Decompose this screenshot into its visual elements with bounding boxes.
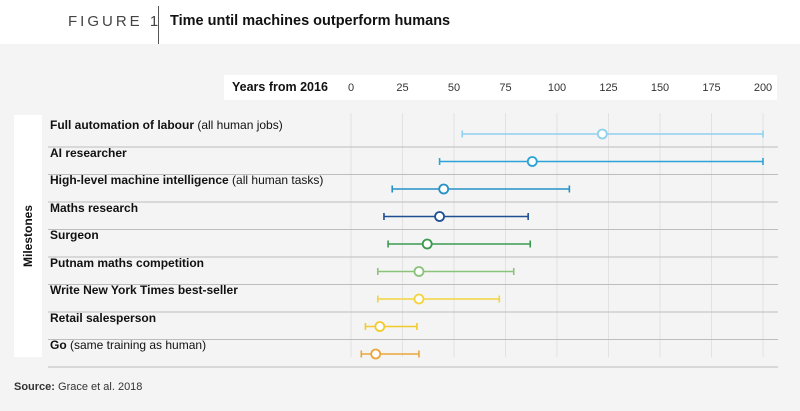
milestone-name: Maths research: [50, 200, 139, 215]
median-marker: [434, 211, 445, 222]
milestone-note: (all human jobs): [194, 118, 283, 132]
x-axis-caption: Years from 2016: [232, 80, 328, 94]
x-tick-label: 50: [447, 82, 461, 94]
median-marker: [438, 183, 450, 195]
x-tick-label: 25: [396, 82, 409, 94]
x-tick-label: 0: [347, 82, 355, 94]
source-text: Grace et al. 2018: [58, 381, 143, 393]
median-marker: [421, 238, 433, 250]
milestone-note: (all human tasks): [228, 173, 324, 187]
milestone-name: Write New York Times best-seller: [50, 283, 238, 297]
source-note: Source: Grace et al. 2018: [14, 381, 142, 393]
milestone-label: Retail salesperson: [50, 311, 156, 325]
milestone-name: Retail salesperson: [50, 310, 157, 325]
median-marker: [374, 321, 386, 332]
milestone-label: Write New York Times best-seller: [50, 283, 238, 297]
milestone-name: Go: [50, 338, 67, 352]
milestone-name: AI researcher: [50, 145, 127, 160]
x-tick-label: 150: [650, 82, 670, 94]
x-tick-label: 125: [599, 82, 618, 94]
milestone-name: Putnam maths competition: [50, 255, 205, 270]
x-tick-label: 100: [547, 82, 567, 94]
milestone-note: (same training as human): [66, 338, 207, 352]
figure-header: FIGURE 1 Time until machines outperform …: [0, 0, 800, 44]
milestone-label: Go (same training as human): [50, 338, 206, 352]
milestones-axis-box: [14, 115, 42, 357]
milestone-label: High-level machine intelligence (all hum…: [50, 173, 323, 187]
median-marker: [596, 128, 608, 140]
header-divider: [158, 6, 159, 44]
source-label: Source:: [14, 381, 55, 393]
milestone-label: Full automation of labour (all human job…: [50, 118, 283, 132]
median-marker: [413, 266, 425, 277]
figure-label: FIGURE 1: [68, 13, 162, 30]
figure-title: Time until machines outperform humans: [170, 13, 451, 29]
milestone-name: High-level machine intelligence: [50, 173, 229, 187]
x-tick-label: 75: [499, 82, 512, 94]
milestone-label: Surgeon: [50, 228, 99, 242]
median-marker: [413, 293, 425, 305]
x-axis-header: Years from 2016 0 25 50 75 100 125 150 175 200: [224, 75, 777, 100]
milestone-label: AI researcher: [50, 146, 127, 160]
median-marker: [526, 156, 538, 167]
milestone-label: Putnam maths competition: [50, 256, 204, 270]
milestone-label: Maths research: [50, 201, 138, 215]
milestone-name: Surgeon: [50, 228, 99, 242]
milestone-name: Full automation of labour: [50, 118, 194, 132]
x-tick-label: 200: [753, 82, 773, 94]
median-marker: [370, 348, 382, 360]
x-tick-label: 175: [702, 82, 721, 94]
